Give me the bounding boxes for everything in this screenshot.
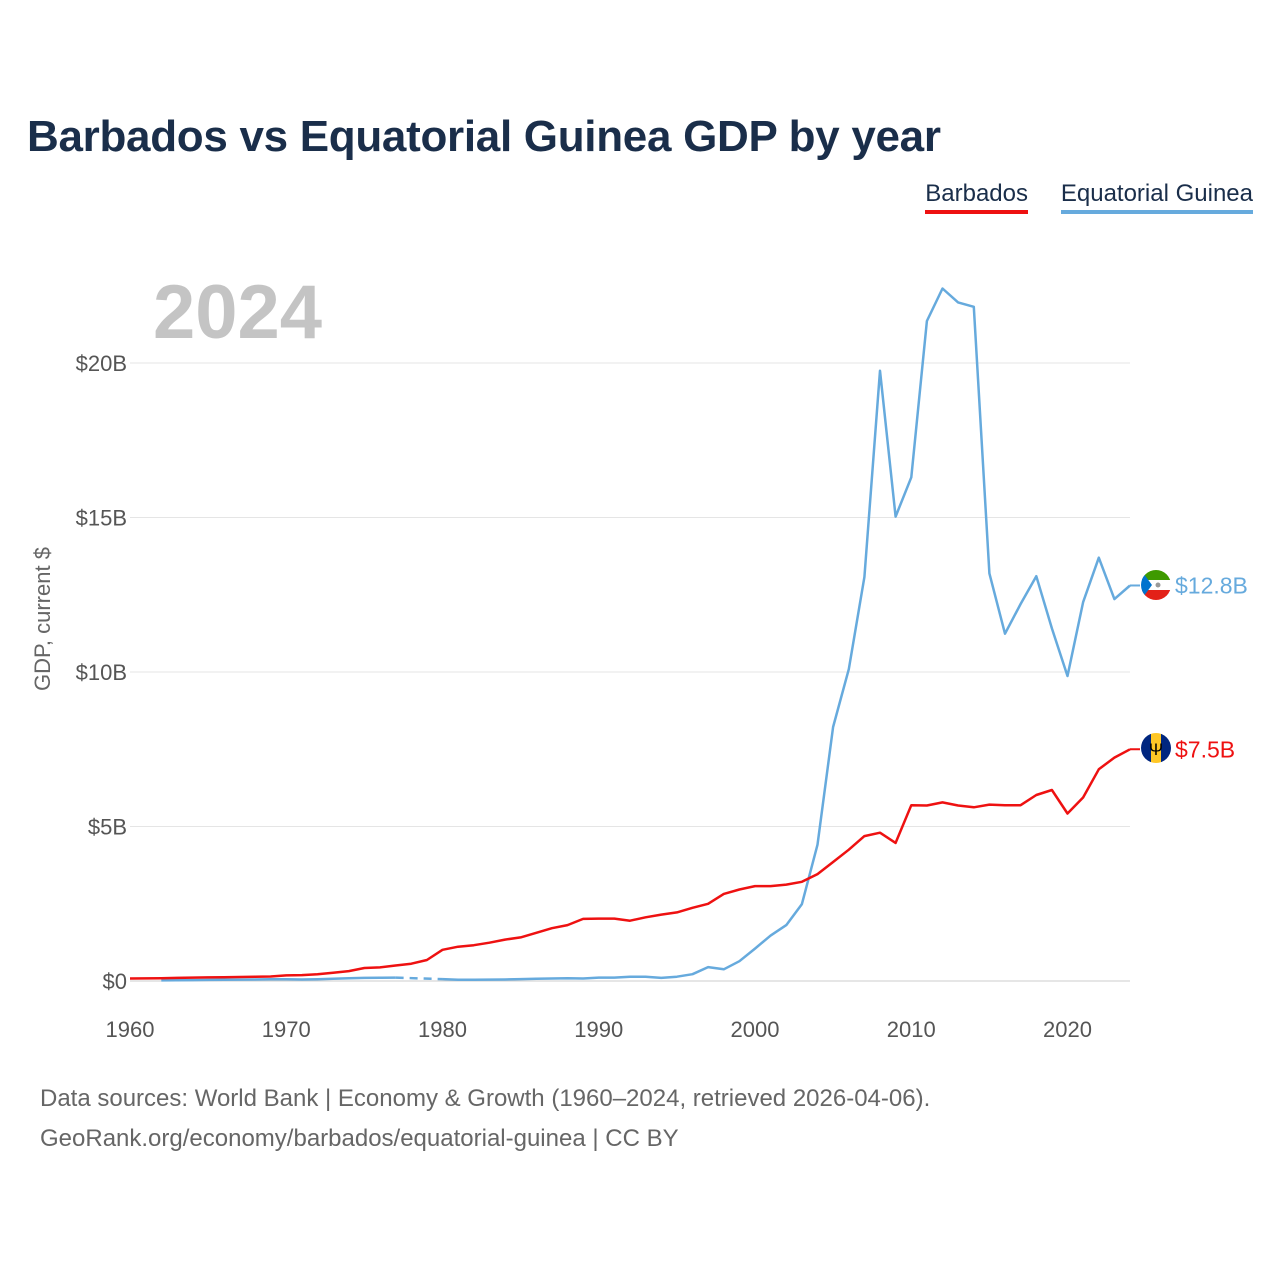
x-axis-ticks: 1960 1970 1980 1990 2000 2010 2020 [106, 1017, 1092, 1042]
grid-lines [130, 362, 1130, 982]
series-line-barbados[interactable] [129, 748, 1131, 980]
equatorial-guinea-flag-icon [1141, 570, 1171, 600]
x-tick-label: 2020 [1043, 1017, 1092, 1042]
series-gap-equatorial-guinea [395, 976, 443, 981]
svg-text:Ψ: Ψ [1149, 740, 1163, 759]
y-axis-ticks: $0 $5B $10B $15B $20B [76, 351, 127, 994]
legend-item-barbados[interactable]: Barbados [925, 180, 1028, 214]
x-tick-label: 1980 [418, 1017, 467, 1042]
x-tick-label: 2000 [731, 1017, 780, 1042]
data-source-line: Data sources: World Bank | Economy & Gro… [40, 1085, 931, 1112]
x-tick-label: 2010 [887, 1017, 936, 1042]
y-tick-label: $5B [88, 815, 127, 840]
x-tick-label: 1990 [574, 1017, 623, 1042]
end-value-label-barbados: $7.5B [1175, 736, 1235, 762]
y-tick-label: $0 [103, 969, 127, 994]
barbados-flag-icon: Ψ [1141, 733, 1171, 763]
source-url-line[interactable]: GeoRank.org/economy/barbados/equatorial-… [40, 1125, 679, 1152]
end-value-label-equatorial-guinea: $12.8B [1175, 572, 1248, 598]
series-line-equatorial-guinea[interactable] [442, 287, 1131, 982]
legend-item-equatorial-guinea[interactable]: Equatorial Guinea [1060, 180, 1253, 214]
y-tick-label: $20B [76, 351, 127, 376]
series-lines [129, 287, 1131, 982]
series-line-equatorial-guinea[interactable] [161, 976, 396, 982]
series-end-labels: $12.8B $7.5B [1130, 572, 1248, 762]
year-watermark: 2024 [153, 270, 322, 355]
chart-title: Barbados vs Equatorial Guinea GDP by yea… [27, 112, 941, 161]
y-tick-label: $15B [76, 506, 127, 531]
y-axis-label: GDP, current $ [30, 547, 55, 691]
line-chart: 2024 GDP, current $ $0 $5B $10B $15B $20B 19… [30, 270, 1248, 1042]
y-tick-label: $10B [76, 660, 127, 685]
x-tick-label: 1960 [106, 1017, 155, 1042]
x-tick-label: 1970 [262, 1017, 311, 1042]
